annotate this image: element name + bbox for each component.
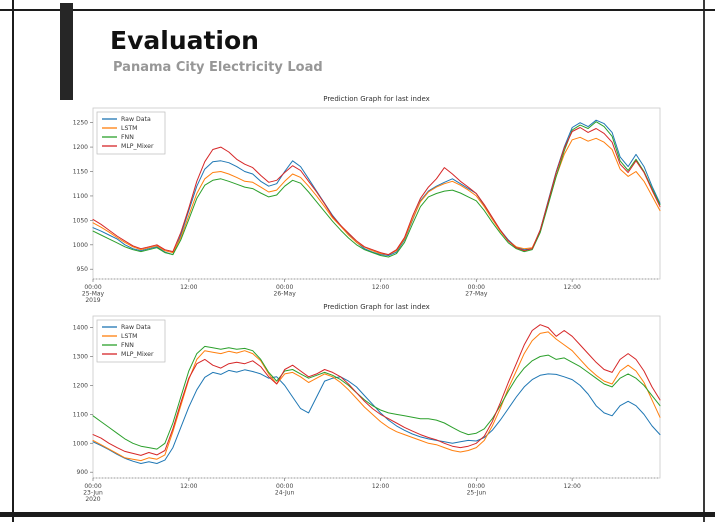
x-tick-label: 00:00 bbox=[276, 284, 293, 291]
slide-border-top bbox=[0, 9, 715, 11]
series-line-fnn bbox=[92, 345, 661, 450]
plot-border bbox=[92, 107, 661, 280]
x-tick-label: 12:00 bbox=[372, 284, 389, 291]
y-tick-label: 1300 bbox=[73, 354, 88, 361]
x-tick-label: 23-Jun bbox=[83, 490, 103, 497]
x-tick-label: 00:00 bbox=[84, 284, 101, 291]
y-tick-label: 950 bbox=[77, 266, 89, 273]
chart-1-title: Prediction Graph for last index bbox=[323, 95, 430, 103]
x-tick-label: 00:00 bbox=[468, 483, 485, 490]
x-tick-label: 12:00 bbox=[564, 284, 581, 291]
chart-1-prediction-graph: 95010001050110011501200125000:0025-May20… bbox=[73, 107, 661, 304]
x-tick-label: 12:00 bbox=[180, 483, 197, 490]
x-tick-label: 2020 bbox=[85, 496, 100, 503]
y-tick-label: 1200 bbox=[73, 382, 88, 389]
y-tick-label: 1100 bbox=[73, 411, 88, 418]
x-tick-label: 12:00 bbox=[372, 483, 389, 490]
legend-label: FNN bbox=[121, 342, 134, 349]
x-tick-label: 00:00 bbox=[84, 483, 101, 490]
x-tick-label: 00:00 bbox=[468, 284, 485, 291]
series-line-mlp-mixer bbox=[92, 324, 661, 456]
y-tick-label: 1100 bbox=[73, 193, 88, 200]
legend-label: MLP_Mixer bbox=[121, 351, 154, 358]
series-line-raw-data bbox=[92, 119, 661, 256]
y-tick-label: 1400 bbox=[73, 325, 88, 332]
x-tick-label: 12:00 bbox=[180, 284, 197, 291]
legend-label: Raw Data bbox=[121, 116, 151, 123]
x-tick-label: 12:00 bbox=[564, 483, 581, 490]
series-line-fnn bbox=[92, 121, 661, 258]
y-tick-label: 1000 bbox=[73, 242, 88, 249]
y-tick-label: 1150 bbox=[73, 169, 88, 176]
x-tick-label: 00:00 bbox=[276, 483, 293, 490]
page-subtitle: Panama City Electricity Load bbox=[113, 60, 323, 75]
legend-label: LSTM bbox=[121, 125, 138, 132]
x-tick-label: 25-Jun bbox=[467, 490, 487, 497]
series-line-raw-data bbox=[92, 369, 661, 464]
x-tick-label: 27-May bbox=[465, 291, 488, 298]
series-line-lstm bbox=[92, 136, 661, 256]
y-tick-label: 1050 bbox=[73, 217, 88, 224]
chart-2-prediction-graph: 9001000110012001300140000:0023-Jun202012… bbox=[73, 315, 661, 503]
legend-label: MLP_Mixer bbox=[121, 143, 154, 150]
title-accent-bar bbox=[60, 3, 73, 100]
legend-label: FNN bbox=[121, 134, 134, 141]
y-tick-label: 900 bbox=[77, 469, 89, 476]
legend-label: Raw Data bbox=[121, 324, 151, 331]
legend-label: LSTM bbox=[121, 333, 138, 340]
chart-2-title: Prediction Graph for last index bbox=[323, 303, 430, 311]
series-line-mlp-mixer bbox=[92, 127, 661, 256]
slide-border-left bbox=[12, 0, 14, 522]
y-tick-label: 1000 bbox=[73, 440, 88, 447]
y-tick-label: 1200 bbox=[73, 144, 88, 151]
page-title: Evaluation bbox=[110, 26, 259, 55]
slide-border-right bbox=[703, 0, 705, 522]
x-tick-label: 2019 bbox=[85, 297, 100, 304]
y-tick-label: 1250 bbox=[73, 120, 88, 127]
plot-border bbox=[92, 315, 661, 479]
x-tick-label: 24-Jun bbox=[275, 490, 295, 497]
x-tick-label: 25-May bbox=[82, 291, 105, 298]
series-line-lstm bbox=[92, 331, 661, 462]
x-tick-label: 26-May bbox=[274, 291, 297, 298]
slide-border-bottom bbox=[0, 512, 715, 517]
